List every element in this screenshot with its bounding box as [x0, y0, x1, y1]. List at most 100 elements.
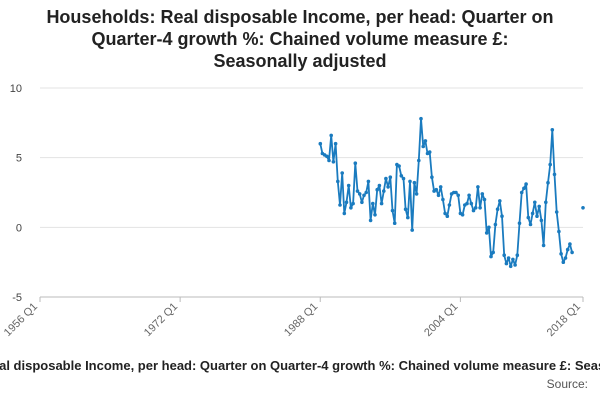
data-point[interactable]	[476, 185, 480, 189]
data-point[interactable]	[333, 141, 338, 146]
data-point[interactable]	[561, 260, 566, 265]
data-point[interactable]	[371, 201, 375, 206]
data-point[interactable]	[495, 207, 500, 211]
data-point[interactable]	[419, 116, 423, 121]
data-point[interactable]	[362, 193, 366, 198]
data-point[interactable]	[491, 250, 496, 255]
data-point[interactable]	[338, 203, 342, 207]
data-point[interactable]	[430, 175, 434, 179]
data-point[interactable]	[535, 214, 539, 218]
data-point[interactable]	[377, 183, 382, 188]
data-point[interactable]	[546, 180, 550, 185]
data-point[interactable]	[421, 144, 426, 149]
data-point[interactable]	[539, 218, 544, 223]
data-point[interactable]	[351, 201, 355, 206]
data-point[interactable]	[329, 133, 334, 138]
data-point[interactable]	[318, 141, 323, 146]
data-point[interactable]	[349, 206, 353, 210]
data-point[interactable]	[559, 252, 563, 256]
data-point[interactable]	[427, 150, 432, 154]
data-point[interactable]	[364, 190, 369, 195]
data-point[interactable]	[487, 225, 491, 230]
data-point[interactable]	[506, 256, 511, 260]
data-point[interactable]	[473, 206, 478, 210]
data-point[interactable]	[469, 201, 474, 206]
data-point[interactable]	[480, 192, 485, 196]
data-point[interactable]	[423, 139, 428, 143]
data-point[interactable]	[397, 164, 401, 168]
data-point[interactable]	[504, 261, 509, 266]
data-point[interactable]	[517, 221, 522, 225]
data-point[interactable]	[357, 192, 362, 196]
data-point[interactable]	[524, 182, 528, 186]
data-point[interactable]	[581, 206, 585, 210]
data-point[interactable]	[368, 218, 373, 223]
data-point[interactable]	[533, 200, 537, 205]
data-point[interactable]	[379, 201, 384, 206]
data-point[interactable]	[445, 214, 450, 218]
data-point[interactable]	[482, 197, 487, 202]
data-point[interactable]	[346, 183, 351, 188]
data-point[interactable]	[460, 213, 465, 217]
data-point[interactable]	[471, 208, 476, 213]
data-point[interactable]	[406, 215, 410, 220]
data-point[interactable]	[489, 254, 493, 259]
data-point[interactable]	[399, 174, 404, 178]
data-point[interactable]	[366, 179, 371, 184]
data-point[interactable]	[493, 222, 498, 227]
data-point[interactable]	[408, 179, 412, 184]
data-point[interactable]	[375, 187, 380, 192]
data-point[interactable]	[528, 222, 533, 227]
data-point[interactable]	[526, 215, 531, 220]
data-point[interactable]	[537, 204, 541, 209]
data-point[interactable]	[386, 185, 390, 189]
data-point[interactable]	[438, 185, 443, 189]
data-point[interactable]	[522, 186, 526, 191]
data-point[interactable]	[373, 213, 377, 217]
data-point[interactable]	[331, 160, 336, 164]
data-point[interactable]	[565, 247, 570, 252]
data-point[interactable]	[465, 201, 469, 206]
data-point[interactable]	[388, 175, 393, 179]
data-point[interactable]	[336, 179, 340, 184]
data-point[interactable]	[502, 253, 507, 257]
data-point[interactable]	[513, 263, 517, 267]
data-point[interactable]	[360, 200, 364, 205]
data-point[interactable]	[392, 221, 397, 225]
data-point[interactable]	[414, 192, 419, 196]
data-point[interactable]	[530, 211, 535, 216]
data-point[interactable]	[557, 229, 561, 234]
data-point[interactable]	[508, 264, 513, 269]
data-point[interactable]	[403, 207, 408, 211]
data-point[interactable]	[344, 200, 349, 205]
data-point[interactable]	[511, 257, 515, 262]
data-point[interactable]	[434, 187, 439, 192]
data-point[interactable]	[410, 228, 415, 232]
data-point[interactable]	[515, 253, 520, 257]
data-point[interactable]	[478, 206, 482, 210]
data-point[interactable]	[454, 190, 458, 195]
data-point[interactable]	[519, 190, 524, 195]
data-point[interactable]	[327, 158, 331, 163]
data-point[interactable]	[401, 176, 406, 181]
data-point[interactable]	[544, 200, 548, 205]
data-point[interactable]	[447, 203, 452, 207]
data-point[interactable]	[353, 161, 358, 165]
data-point[interactable]	[541, 243, 546, 248]
data-point[interactable]	[570, 250, 574, 255]
data-point[interactable]	[568, 242, 572, 246]
data-point[interactable]	[443, 211, 447, 216]
data-point[interactable]	[550, 128, 555, 132]
data-point[interactable]	[412, 180, 417, 185]
data-point[interactable]	[498, 199, 502, 203]
data-point[interactable]	[382, 189, 386, 193]
data-point[interactable]	[548, 162, 552, 167]
data-point[interactable]	[325, 154, 329, 159]
data-point[interactable]	[500, 214, 504, 218]
data-point[interactable]	[484, 231, 489, 235]
data-point[interactable]	[355, 189, 360, 193]
data-point[interactable]	[342, 211, 347, 216]
data-point[interactable]	[384, 176, 388, 181]
data-point[interactable]	[563, 256, 568, 260]
data-point[interactable]	[554, 210, 559, 214]
